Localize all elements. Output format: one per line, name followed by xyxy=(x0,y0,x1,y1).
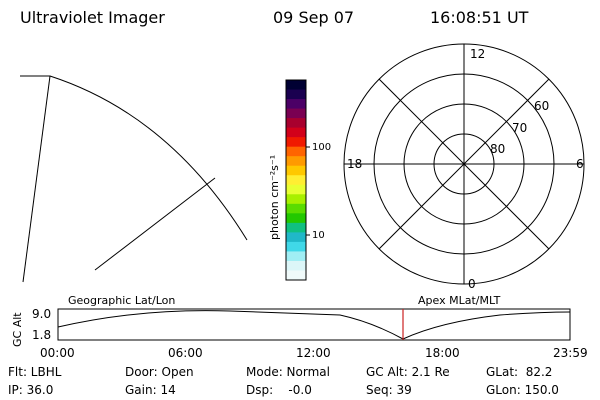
polar-label-0: 0 xyxy=(468,277,476,291)
timeline-x-tick-1200: 12:00 xyxy=(296,346,331,360)
mode-readout: Mode: Normal xyxy=(246,365,330,379)
ip-readout: IP: 36.0 xyxy=(8,383,54,397)
colorbar-unit-label: photon cm⁻²s⁻¹ xyxy=(268,155,281,240)
seq-readout: Seq: 39 xyxy=(366,383,412,397)
colorbar xyxy=(286,80,306,281)
colorbar-frame xyxy=(285,79,307,281)
timeline-y-tick-bottom: 1.8 xyxy=(32,328,51,342)
door-readout: Door: Open xyxy=(125,365,194,379)
colorbar-tick-label-10: 10 xyxy=(312,230,325,241)
colorbar-segment xyxy=(286,127,306,138)
map-parallel-line xyxy=(94,177,216,271)
glat-readout: GLat: 82.2 xyxy=(486,365,553,379)
colorbar-segment xyxy=(286,175,306,186)
colorbar-segment xyxy=(286,156,306,167)
map-meridian-line xyxy=(22,75,51,283)
filter-readout: Flt: LBHL xyxy=(8,365,62,379)
timeline-y-label: GC Alt xyxy=(11,312,24,347)
instrument-title: Ultraviolet Imager xyxy=(20,8,165,27)
colorbar-segment xyxy=(286,146,306,157)
colorbar-tick-label-100: 100 xyxy=(312,142,331,153)
map-boundary-arc xyxy=(20,75,248,241)
timeline-x-tick-0600: 06:00 xyxy=(168,346,203,360)
colorbar-segment xyxy=(286,213,306,224)
polar-label-12: 12 xyxy=(470,47,485,61)
polar-label-18: 18 xyxy=(347,157,362,171)
polar-label-60: 60 xyxy=(534,99,549,113)
colorbar-segment xyxy=(286,80,306,91)
date-label: 09 Sep 07 xyxy=(273,8,355,27)
timeline-x-tick-0000: 00:00 xyxy=(40,346,75,360)
timeline-y-tick-top: 9.0 xyxy=(32,307,51,321)
colorbar-segment xyxy=(286,118,306,129)
polar-label-70: 70 xyxy=(512,121,527,135)
colorbar-segment xyxy=(286,251,306,262)
timeline-x-tick-2359: 23:59 xyxy=(553,346,588,360)
timeline-x-tick-1800: 18:00 xyxy=(425,346,460,360)
gc-alt-readout: GC Alt: 2.1 Re xyxy=(366,365,450,379)
polar-diagonal-2 xyxy=(378,78,550,250)
dsp-readout: Dsp: -0.0 xyxy=(246,383,312,397)
timeline-frame xyxy=(57,308,571,341)
polar-label-80: 80 xyxy=(490,142,505,156)
geographic-grid xyxy=(20,75,248,283)
colorbar-segment xyxy=(286,184,306,195)
colorbar-segment xyxy=(286,232,306,243)
colorbar-segment xyxy=(286,203,306,214)
colorbar-segment xyxy=(286,241,306,252)
colorbar-segment xyxy=(286,108,306,119)
glon-readout: GLon: 150.0 xyxy=(486,383,559,397)
colorbar-segment xyxy=(286,89,306,100)
gain-readout: Gain: 14 xyxy=(125,383,176,397)
timeline-right-title: Apex MLat/MLT xyxy=(418,294,501,307)
altitude-curve xyxy=(57,310,571,340)
polar-grid xyxy=(343,43,585,285)
colorbar-segment xyxy=(286,222,306,233)
colorbar-segment xyxy=(286,194,306,205)
colorbar-segment xyxy=(286,260,306,271)
colorbar-segment xyxy=(286,270,306,281)
time-label: 16:08:51 UT xyxy=(430,8,529,27)
colorbar-segment xyxy=(286,137,306,148)
colorbar-segment xyxy=(286,165,306,176)
colorbar-segment xyxy=(286,99,306,110)
polar-label-6: 6 xyxy=(576,157,584,171)
timeline-left-title: Geographic Lat/Lon xyxy=(68,294,175,307)
